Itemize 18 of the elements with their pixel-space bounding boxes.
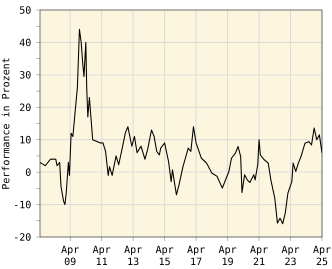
y-tick-label: 0: [26, 168, 31, 176]
x-tick-label: Apr 19: [218, 246, 236, 266]
y-tick-label: 50: [20, 6, 31, 14]
x-tick-label: Apr 21: [250, 246, 268, 265]
y-tick-label: 10: [20, 136, 31, 144]
x-tick-label: Apr 15: [156, 246, 174, 266]
x-tick-label: Apr 23: [282, 246, 300, 266]
y-tick-label: 30: [20, 71, 31, 79]
y-tick-label: 20: [20, 104, 31, 112]
y-axis-title: Performance in Prozent: [2, 58, 10, 189]
x-tick-label: Apr 11: [92, 246, 110, 265]
x-tick-label: Apr 17: [187, 246, 205, 265]
y-tick-label: 40: [20, 38, 31, 46]
y-tick-label: -20: [14, 233, 31, 241]
x-tick-label: Apr 09: [61, 246, 79, 266]
y-tick-label: -10: [14, 200, 31, 208]
x-tick-label: Apr 13: [124, 246, 142, 266]
x-tick-label: Apr 25: [313, 246, 331, 266]
